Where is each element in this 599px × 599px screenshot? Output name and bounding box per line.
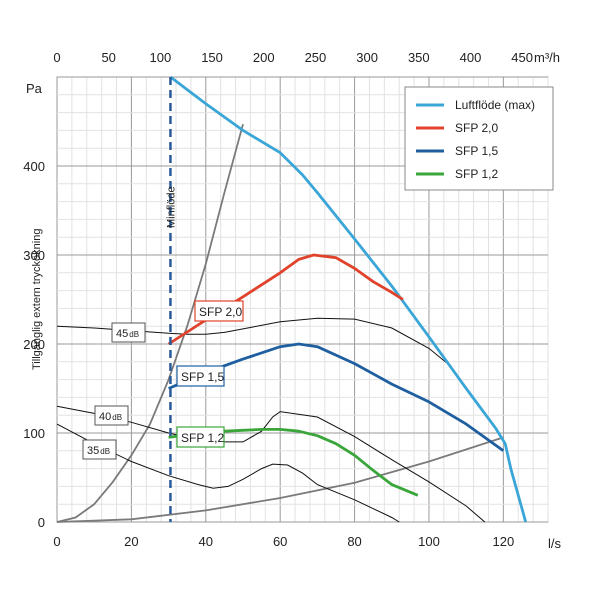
x2-tick-label: 150 xyxy=(201,50,223,65)
x-tick-label: 100 xyxy=(418,534,440,549)
x-tick-label: 60 xyxy=(273,534,287,549)
series-line-sfp15 xyxy=(168,342,505,452)
y-tick-label: 0 xyxy=(38,515,45,530)
db45-box xyxy=(111,322,146,343)
system-curve-1 xyxy=(56,123,244,523)
db35-value: 35 xyxy=(87,445,99,457)
x2-tick-label: 0 xyxy=(53,50,60,65)
x2-tick-label: 400 xyxy=(460,50,482,65)
sfp12-box-label: SFP 1,2 xyxy=(181,431,224,445)
system-curve-2 xyxy=(56,436,504,523)
db45-annotation: 45dB xyxy=(111,322,146,343)
db35-label: 35dB xyxy=(87,445,110,457)
x2-tick-label: 450 xyxy=(511,50,533,65)
y-tick-label: 100 xyxy=(23,426,45,441)
sound-curve-2 xyxy=(56,405,486,523)
x2-tick-label: 100 xyxy=(150,50,172,65)
db40-annotation: 40dB xyxy=(94,405,129,426)
db40-box xyxy=(94,405,129,426)
x-tick-label: 40 xyxy=(199,534,213,549)
sfp12-annotation: SFP 1,2 xyxy=(176,426,225,448)
x2-tick-label: 350 xyxy=(408,50,430,65)
x2-tick-label: 250 xyxy=(305,50,327,65)
x-tick-label: 80 xyxy=(347,534,361,549)
x-tick-label: 120 xyxy=(493,534,515,549)
db45-value: 45 xyxy=(116,328,128,340)
db40-label: 40dB xyxy=(99,411,122,423)
y-axis-label: Tillgänglig extern tryckökning xyxy=(31,229,43,370)
db40-value: 40 xyxy=(99,411,111,423)
x-tick-label: 20 xyxy=(124,534,138,549)
y-tick-label: 200 xyxy=(23,337,45,352)
x2-axis-unit: m³/h xyxy=(534,50,560,65)
db45-label: 45dB xyxy=(116,328,139,340)
sfp15-box xyxy=(176,365,225,387)
legend: Luftflöde (max) SFP 2,0 SFP 1,5 SFP 1,2 xyxy=(404,86,554,191)
sfp15-annotation: SFP 1,5 xyxy=(176,365,225,387)
x2-tick-label: 200 xyxy=(253,50,275,65)
sfp20-box xyxy=(194,300,244,322)
x-axis-ticks: 0 20 40 60 80 100 120 xyxy=(53,534,514,549)
sfp12-box xyxy=(176,426,225,448)
y-axis-unit: Pa xyxy=(26,81,43,96)
legend-label-luftflode: Luftflöde (max) xyxy=(455,98,535,112)
x2-axis-ticks: 0 50 100 150 200 250 300 350 400 450 xyxy=(53,50,533,65)
x-tick-label: 0 xyxy=(53,534,60,549)
db45-unit: dB xyxy=(129,330,139,339)
legend-label-sfp12: SFP 1,2 xyxy=(455,167,498,181)
system-curves xyxy=(56,123,504,523)
sfp20-box-label: SFP 2,0 xyxy=(199,305,242,319)
minflode-label: Minflöde xyxy=(165,186,177,228)
x2-tick-label: 50 xyxy=(101,50,115,65)
sfp15-box-label: SFP 1,5 xyxy=(181,370,224,384)
db35-annotation: 35dB xyxy=(82,439,117,460)
sound-curve-3 xyxy=(56,423,400,523)
y-tick-label: 400 xyxy=(23,159,45,174)
y-axis-ticks: 0 100 200 300 400 xyxy=(23,159,45,530)
db35-unit: dB xyxy=(100,447,110,456)
series-line-luftflode xyxy=(169,75,528,523)
x-axis-unit: l/s xyxy=(548,536,562,551)
y-tick-label: 300 xyxy=(23,248,45,263)
x2-tick-label: 300 xyxy=(356,50,378,65)
legend-label-sfp20: SFP 2,0 xyxy=(455,121,498,135)
legend-label-sfp15: SFP 1,5 xyxy=(455,144,498,158)
db35-box xyxy=(82,439,117,460)
sfp20-annotation: SFP 2,0 xyxy=(194,300,244,322)
db40-unit: dB xyxy=(112,413,122,422)
